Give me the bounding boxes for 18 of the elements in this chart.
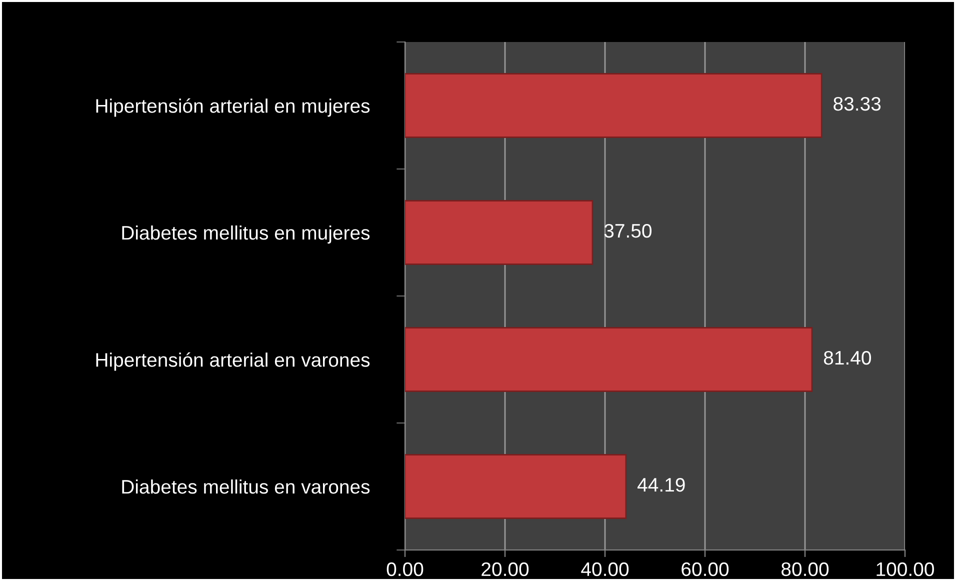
- bar: [405, 200, 594, 265]
- y-tick-label: Diabetes mellitus en varones: [122, 479, 370, 494]
- x-tick-label: 100.00: [876, 562, 934, 576]
- bar: [405, 73, 822, 138]
- x-tick-label: 20.00: [482, 562, 529, 576]
- data-label: 44.19: [638, 478, 685, 492]
- x-tick-label: 60.00: [682, 562, 729, 576]
- x-tick-label: 80.00: [782, 562, 829, 576]
- y-tick-label: Hipertensión arterial en mujeres: [96, 98, 370, 117]
- data-label: 83.33: [834, 96, 881, 111]
- bar: [405, 327, 813, 392]
- x-tick-label: 40.00: [581, 562, 629, 576]
- x-tick-label: 0.00: [386, 562, 424, 576]
- data-label: 37.50: [604, 224, 652, 238]
- y-tick-label: Hipertensión arterial en varones: [96, 352, 370, 371]
- bar: [405, 454, 627, 519]
- y-tick-label: Diabetes mellitus en mujeres: [122, 225, 370, 244]
- data-label: 81.40: [824, 350, 872, 365]
